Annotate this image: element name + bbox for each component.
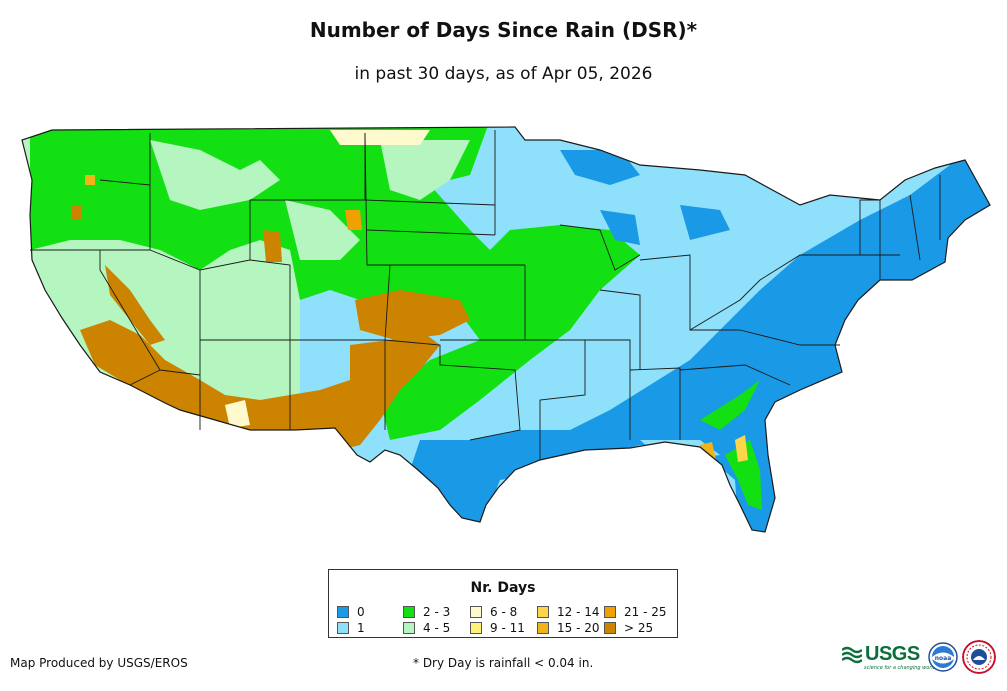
legend-swatch	[470, 606, 482, 618]
legend-swatch	[537, 606, 549, 618]
legend-item: 6 - 8	[470, 605, 517, 619]
region-6-8-days	[225, 400, 250, 428]
legend-item: 21 - 25	[604, 605, 667, 619]
region-4-5-days	[285, 200, 360, 260]
legend-item: > 25	[604, 621, 653, 635]
nws-logo	[962, 640, 996, 674]
region-over-25-days	[72, 205, 82, 220]
noaa-logo-text: noaa	[935, 655, 952, 662]
region-over-25-days	[355, 290, 470, 340]
state-borders	[21, 126, 991, 533]
legend-swatch	[403, 606, 415, 618]
legend-swatch	[470, 622, 482, 634]
legend-label: 12 - 14	[557, 605, 600, 619]
region-2-3-days	[725, 440, 762, 510]
region-0-days	[560, 150, 640, 185]
usgs-tagline: science for a changing world	[864, 665, 936, 671]
region-21-25-days	[345, 210, 362, 230]
region-over-25-days	[105, 265, 165, 345]
legend-item: 9 - 11	[470, 621, 525, 635]
legend-item: 4 - 5	[403, 621, 450, 635]
legend-label: 15 - 20	[557, 621, 600, 635]
region-2-3-days	[700, 380, 760, 430]
legend-label: 6 - 8	[490, 605, 518, 619]
region-over-25-days	[263, 230, 282, 262]
legend-title: Nr. Days	[470, 580, 536, 596]
region-4-5-days	[380, 140, 470, 200]
legend-swatch	[537, 622, 549, 634]
legend-swatch	[337, 622, 349, 634]
legend-item: 15 - 20	[537, 621, 600, 635]
legend-swatch	[403, 622, 415, 634]
map-title: Number of Days Since Rain (DSR)*	[309, 18, 698, 42]
legend-item: 2 - 3	[403, 605, 450, 619]
legend-item: 12 - 14	[537, 605, 600, 619]
region-6-8-days	[330, 130, 430, 145]
legend-swatch	[604, 606, 616, 618]
footnote: * Dry Day is rainfall < 0.04 in.	[413, 656, 594, 670]
usgs-waves-icon	[842, 646, 862, 663]
region-4-5-days	[150, 140, 280, 210]
legend-label: > 25	[624, 621, 654, 635]
region-0-days	[600, 210, 640, 245]
legend-label: 1	[357, 621, 365, 635]
legend-label: 4 - 5	[423, 621, 451, 635]
map-subtitle: in past 30 days, as of Apr 05, 2026	[354, 64, 653, 84]
usgs-logo: USGS	[842, 643, 920, 666]
legend-item: 1	[337, 621, 365, 635]
region-12-14-days	[735, 435, 748, 462]
legend-label: 21 - 25	[624, 605, 667, 619]
region-0-days	[680, 205, 730, 240]
legend-item: 0	[337, 605, 365, 619]
region-over-25-days	[80, 320, 440, 450]
legend-label: 0	[357, 605, 365, 619]
legend-swatch	[337, 606, 349, 618]
region-15-20-days	[85, 175, 95, 185]
legend-label: 2 - 3	[423, 605, 451, 619]
legend-swatch	[604, 622, 616, 634]
noaa-logo: noaa	[928, 642, 958, 672]
legend-box: Nr. Days 0 1 2 - 3 4 - 5 6 - 8 9 - 11 12…	[328, 569, 678, 638]
legend-label: 9 - 11	[490, 621, 525, 635]
usgs-logo-text: USGS	[865, 643, 920, 665]
credit-text: Map Produced by USGS/EROS	[10, 656, 188, 670]
